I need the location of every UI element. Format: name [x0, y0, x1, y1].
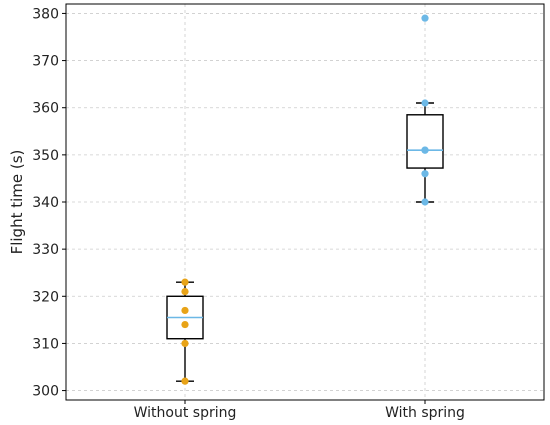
y-tick-label: 340 — [32, 195, 59, 211]
data-point — [421, 170, 429, 178]
data-point — [181, 320, 189, 329]
iqr-box — [406, 114, 444, 169]
y-tick-label: 300 — [32, 384, 59, 400]
box-plots — [166, 102, 444, 382]
data-point — [181, 339, 189, 348]
data-point — [181, 287, 189, 296]
x-tick-label: Without spring — [134, 405, 237, 421]
grid-lines — [66, 4, 544, 400]
y-tick-label: 370 — [32, 54, 59, 70]
y-tick-label: 380 — [32, 6, 59, 22]
box-1 — [166, 281, 204, 382]
y-tick-label: 350 — [32, 148, 59, 164]
box-2 — [406, 102, 444, 203]
x-tick-label: With spring — [385, 405, 465, 421]
y-tick-label: 330 — [32, 242, 59, 258]
y-tick-label: 320 — [32, 289, 59, 305]
y-tick-label: 310 — [32, 336, 59, 352]
data-point — [181, 278, 189, 286]
data-point — [421, 198, 429, 206]
y-axis-ticks: 300 310 320 330 340 350 360 370 380 — [32, 6, 66, 400]
y-axis-label: Flight time (s) — [8, 150, 26, 255]
data-point — [181, 377, 189, 385]
data-point — [181, 306, 189, 315]
data-points — [181, 14, 429, 385]
data-point — [421, 99, 429, 107]
data-point — [421, 14, 429, 22]
x-axis-ticks: Without spring With spring — [134, 400, 465, 421]
y-tick-label: 360 — [32, 101, 59, 117]
data-point — [421, 146, 429, 154]
plot-frame — [65, 3, 545, 401]
